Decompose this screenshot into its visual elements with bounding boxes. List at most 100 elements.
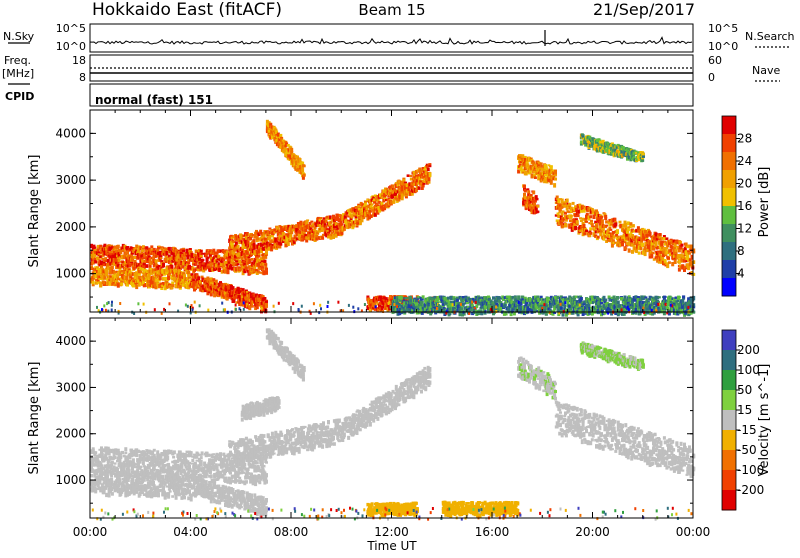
echo-cell: [686, 254, 689, 258]
echo-cell: [238, 242, 241, 244]
echo-cell: [632, 224, 635, 227]
nsearch-label: N.Search: [745, 30, 795, 43]
echo-cell: [585, 221, 588, 223]
echo-cell: [253, 239, 256, 243]
echo-cell: [577, 214, 580, 216]
echo-cell: [674, 259, 677, 264]
echo-cell: [415, 175, 418, 177]
echo-cell: [237, 263, 240, 265]
echo-cell: [200, 255, 203, 257]
nsky-tick-bottom-right: 10^0: [708, 40, 738, 53]
echo-cell: [644, 252, 647, 257]
echo-cell: [466, 302, 469, 304]
echo-cell: [405, 297, 408, 299]
echo-cell: [576, 224, 579, 226]
echo-cell: [614, 222, 617, 226]
echo-cell: [609, 229, 612, 231]
echo-cell: [583, 233, 586, 235]
echo-cell: [125, 276, 128, 280]
cpid-value: normal (fast) 151: [95, 93, 213, 107]
echo-cell: [117, 245, 120, 249]
echo-cell: [162, 263, 165, 268]
echo-cell: [290, 148, 293, 152]
echo-cell: [306, 219, 309, 221]
echo-cell: [415, 189, 418, 192]
echo-cell: [553, 183, 556, 188]
echo-cell: [428, 177, 431, 181]
echo-cell: [227, 269, 230, 274]
echo-cell: [638, 252, 641, 255]
echo-cell: [599, 232, 602, 236]
echo-cell: [427, 168, 430, 171]
echo-cell: [104, 260, 107, 262]
echo-cell: [576, 220, 579, 224]
echo-cell: [237, 245, 240, 249]
echo-cell: [532, 191, 535, 195]
echo-cell: [619, 221, 622, 224]
echo-cell: [321, 236, 324, 240]
echo-cell: [198, 258, 201, 261]
echo-cell: [595, 224, 598, 229]
echo-cell: [171, 284, 174, 287]
echo-cell: [665, 237, 668, 240]
echo-cell: [536, 205, 539, 208]
echo-cell: [642, 153, 645, 156]
echo-cell: [590, 220, 593, 222]
nave-label: Nave: [752, 64, 780, 77]
echo-cell: [197, 276, 200, 280]
echo-cell: [340, 223, 343, 225]
echo-cell: [554, 170, 557, 175]
echo-cell: [666, 264, 669, 269]
echo-cell: [628, 248, 631, 252]
date-label: 21/Sep/2017: [593, 0, 695, 19]
echo-cell: [683, 269, 686, 272]
nave-tick-bottom: 0: [708, 71, 715, 84]
echo-cell: [409, 175, 412, 177]
echo-cell: [305, 239, 308, 242]
echo-cell: [670, 249, 673, 252]
echo-cell: [586, 213, 589, 216]
echo-cell: [265, 268, 268, 271]
echo-cell: [659, 233, 662, 236]
echo-cell: [320, 217, 323, 219]
echo-cell: [583, 209, 586, 213]
echo-cell: [680, 244, 683, 247]
echo-cell: [158, 265, 161, 267]
echo-cell: [428, 163, 431, 165]
echo-cell: [569, 219, 572, 222]
cpid-label: CPID: [5, 90, 34, 103]
echo-cell: [428, 172, 431, 177]
echo-cell: [118, 259, 121, 262]
echo-cell: [263, 260, 266, 263]
echo-cell: [621, 243, 624, 247]
echo-cell: [301, 168, 304, 172]
echo-cell: [667, 257, 670, 259]
echo-cell: [651, 252, 654, 254]
echo-cell: [352, 225, 355, 228]
echo-cell: [265, 301, 268, 303]
echo-cell: [585, 230, 588, 233]
echo-cell: [612, 239, 615, 241]
echo-cell: [631, 250, 634, 254]
echo-cell: [572, 202, 575, 205]
echo-cell: [400, 296, 403, 300]
echo-cell: [371, 203, 374, 205]
echo-cell: [433, 296, 436, 299]
echo-cell: [265, 303, 268, 308]
echo-cell: [589, 232, 592, 235]
echo-cell: [131, 258, 134, 261]
echo-cell: [605, 225, 608, 227]
echo-cell: [668, 261, 671, 264]
echo-cell: [310, 221, 313, 223]
echo-cell: [258, 255, 261, 258]
echo-cell: [550, 180, 553, 185]
echo-cell: [616, 229, 619, 234]
echo-cell: [133, 267, 136, 270]
echo-cell: [627, 221, 630, 225]
echo-cell: [303, 165, 306, 168]
echo-cell: [580, 140, 583, 143]
echo-cell: [650, 254, 653, 259]
echo-cell: [604, 215, 607, 218]
echo-cell: [138, 273, 141, 275]
beam-label: Beam 15: [358, 1, 425, 19]
